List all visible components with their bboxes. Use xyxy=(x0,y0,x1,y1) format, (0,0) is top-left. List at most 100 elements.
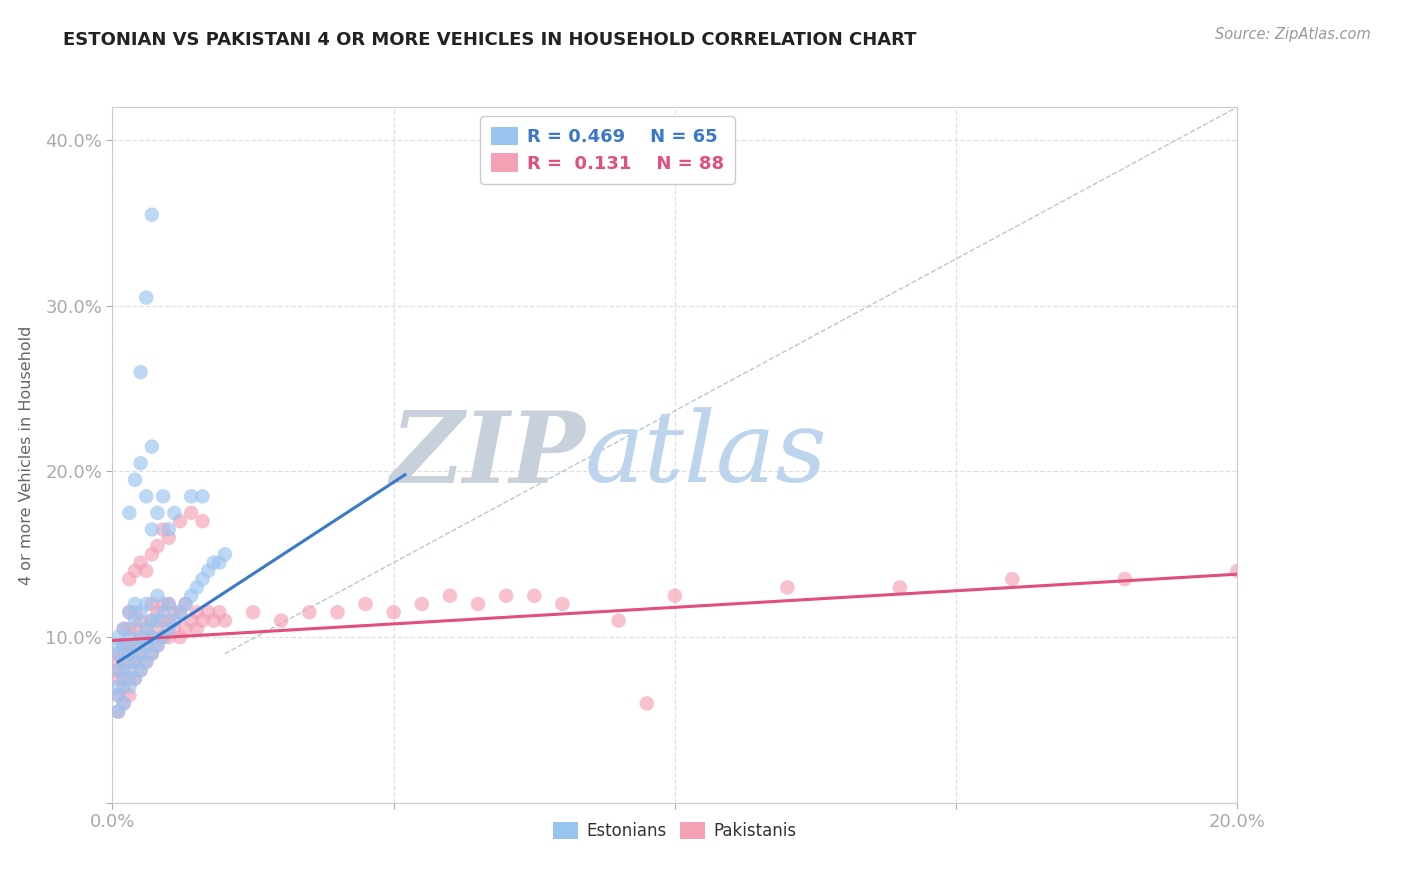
Point xyxy=(129,663,152,677)
Point xyxy=(152,597,174,611)
Point xyxy=(197,605,219,619)
Point xyxy=(776,581,799,595)
Point xyxy=(298,605,321,619)
Point xyxy=(124,639,146,653)
Point xyxy=(124,672,146,686)
Point xyxy=(112,655,135,669)
Point xyxy=(208,605,231,619)
Point xyxy=(180,489,202,503)
Point xyxy=(129,456,152,470)
Point xyxy=(146,639,169,653)
Point xyxy=(202,556,225,570)
Point xyxy=(163,614,186,628)
Point xyxy=(118,605,141,619)
Point xyxy=(107,680,129,694)
Point xyxy=(636,697,658,711)
Point xyxy=(186,622,208,636)
Point xyxy=(152,523,174,537)
Point xyxy=(124,672,146,686)
Point xyxy=(135,564,157,578)
Point xyxy=(141,614,163,628)
Point xyxy=(129,663,152,677)
Point xyxy=(664,589,686,603)
Point xyxy=(186,605,208,619)
Point xyxy=(107,672,129,686)
Point xyxy=(124,473,146,487)
Point xyxy=(129,614,152,628)
Point xyxy=(208,556,231,570)
Point xyxy=(551,597,574,611)
Point xyxy=(180,506,202,520)
Point xyxy=(152,614,174,628)
Point xyxy=(112,622,135,636)
Point xyxy=(135,655,157,669)
Point xyxy=(141,630,163,644)
Point xyxy=(135,622,157,636)
Point xyxy=(124,564,146,578)
Point xyxy=(118,639,141,653)
Point xyxy=(146,639,169,653)
Point xyxy=(129,605,152,619)
Point xyxy=(129,556,152,570)
Point xyxy=(129,647,152,661)
Point xyxy=(146,589,169,603)
Point xyxy=(169,605,191,619)
Point xyxy=(157,614,180,628)
Point xyxy=(118,688,141,702)
Point xyxy=(141,523,163,537)
Point xyxy=(124,597,146,611)
Point xyxy=(169,605,191,619)
Point xyxy=(135,489,157,503)
Point xyxy=(1226,564,1249,578)
Point xyxy=(112,639,135,653)
Point xyxy=(411,597,433,611)
Point xyxy=(124,614,146,628)
Point xyxy=(112,672,135,686)
Point xyxy=(118,622,141,636)
Point xyxy=(146,622,169,636)
Point xyxy=(174,622,197,636)
Point xyxy=(439,589,461,603)
Point xyxy=(152,489,174,503)
Point xyxy=(146,614,169,628)
Point xyxy=(270,614,292,628)
Text: Source: ZipAtlas.com: Source: ZipAtlas.com xyxy=(1215,27,1371,42)
Point xyxy=(157,622,180,636)
Text: atlas: atlas xyxy=(585,408,828,502)
Point xyxy=(112,697,135,711)
Point xyxy=(163,605,186,619)
Point xyxy=(214,614,236,628)
Point xyxy=(214,547,236,561)
Point xyxy=(163,506,186,520)
Point xyxy=(174,597,197,611)
Point xyxy=(118,663,141,677)
Point xyxy=(174,597,197,611)
Point xyxy=(191,572,214,586)
Point xyxy=(135,639,157,653)
Point xyxy=(107,647,129,661)
Point xyxy=(112,697,135,711)
Point xyxy=(118,506,141,520)
Point xyxy=(107,663,129,677)
Point xyxy=(141,647,163,661)
Point xyxy=(135,655,157,669)
Point xyxy=(191,489,214,503)
Point xyxy=(124,639,146,653)
Point xyxy=(146,539,169,553)
Point xyxy=(1001,572,1024,586)
Point xyxy=(152,630,174,644)
Point xyxy=(107,655,129,669)
Point xyxy=(124,605,146,619)
Point xyxy=(141,440,163,454)
Point xyxy=(129,365,152,379)
Point xyxy=(326,605,349,619)
Point xyxy=(135,622,157,636)
Point xyxy=(112,622,135,636)
Point xyxy=(197,564,219,578)
Point xyxy=(135,291,157,305)
Point xyxy=(242,605,264,619)
Point xyxy=(146,605,169,619)
Point xyxy=(124,622,146,636)
Point xyxy=(141,614,163,628)
Point xyxy=(124,655,146,669)
